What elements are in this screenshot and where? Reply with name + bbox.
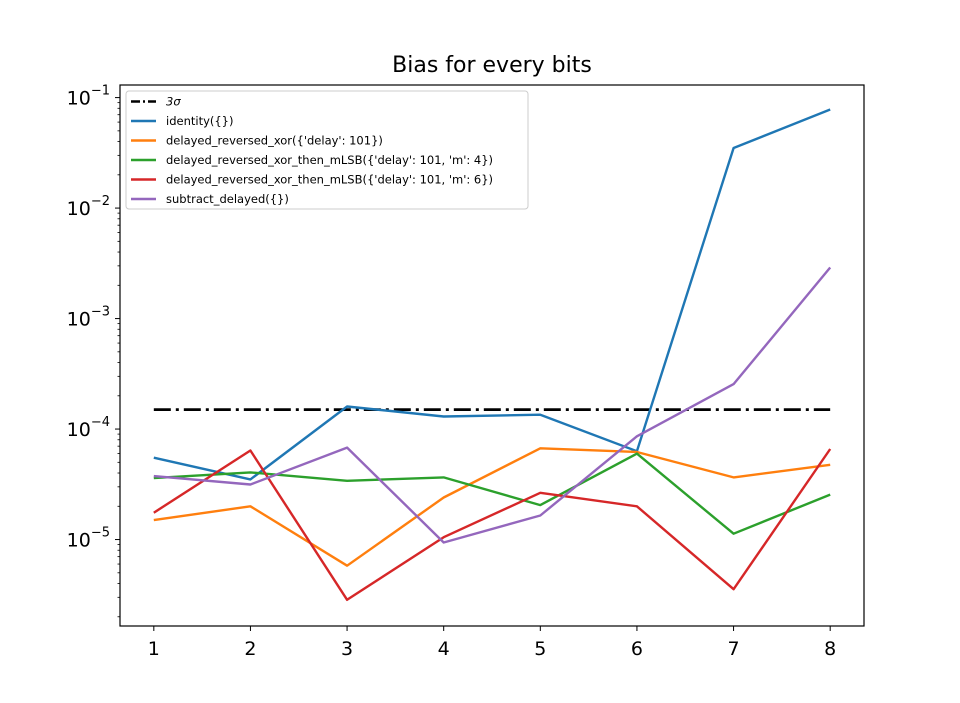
y-tick-label: 10−1 [67, 84, 110, 110]
legend-label: delayed_reversed_xor({'delay': 101}) [166, 134, 383, 148]
y-tick-label: 10−4 [67, 415, 110, 441]
x-tick-label: 7 [728, 638, 740, 660]
plot-area: 10−5 10−4 10−3 10−2 10−1 1 2 3 4 5 6 7 8 [67, 84, 865, 660]
x-tick-label: 6 [631, 638, 643, 660]
x-tick-label: 8 [824, 638, 836, 660]
series-line-1 [153, 108, 831, 481]
legend-label: delayed_reversed_xor_then_mLSB({'delay':… [166, 153, 493, 167]
x-tick-label: 5 [534, 638, 546, 660]
y-tick-label: 10−2 [67, 194, 110, 220]
chart-title: Bias for every bits [392, 53, 592, 78]
x-tick-label: 3 [341, 638, 353, 660]
legend-box [125, 90, 529, 210]
x-tick-label: 4 [438, 638, 450, 660]
y-tick-label: 10−3 [67, 305, 110, 331]
series-line-5 [153, 266, 832, 544]
y-tick-label: 10−5 [67, 526, 110, 552]
legend-label: subtract_delayed({}) [166, 192, 289, 206]
series-line-4 [153, 448, 832, 601]
legend: 3σ identity({}) delayed_reversed_xor({'del… [125, 90, 529, 210]
x-tick-label: 2 [244, 638, 256, 660]
axes-frame [119, 84, 865, 627]
legend-label: identity({}) [166, 114, 233, 128]
series-line-2 [153, 447, 831, 567]
x-tick-label: 1 [148, 638, 160, 660]
legend-label: 3σ [166, 95, 181, 109]
legend-label: delayed_reversed_xor_then_mLSB({'delay':… [166, 173, 493, 187]
